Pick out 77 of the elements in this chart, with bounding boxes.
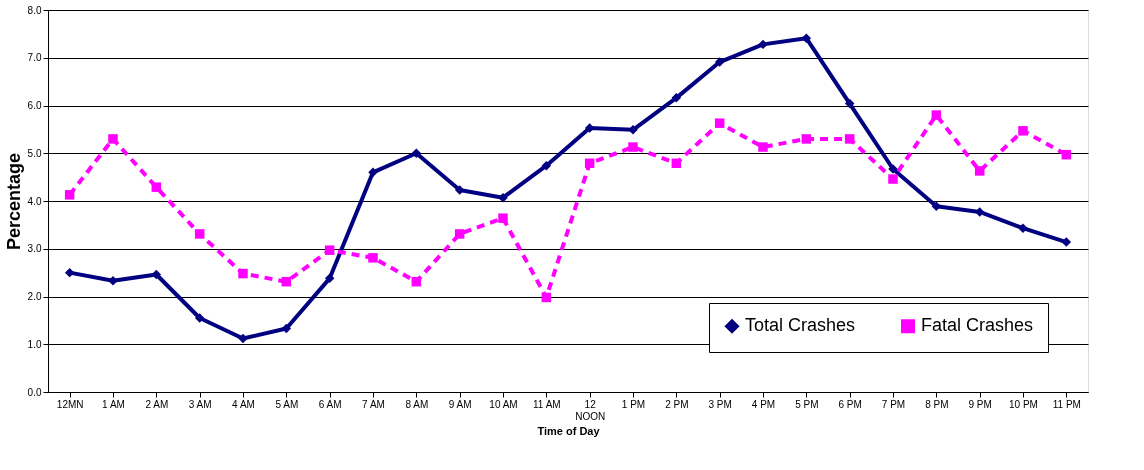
x-tick-label: 3 AM: [188, 398, 212, 410]
point: [368, 167, 378, 178]
y-tick-label: 5.0: [27, 147, 42, 159]
point: [844, 134, 855, 144]
point: [454, 185, 465, 195]
point: [671, 158, 682, 169]
point: [498, 213, 508, 223]
y-tick-label: 4.0: [27, 195, 42, 207]
x-tick-label: 2 PM: [665, 398, 689, 410]
x-tick-label: 7 AM: [362, 398, 385, 410]
point: [584, 158, 595, 169]
point: [238, 333, 248, 344]
point: [974, 166, 985, 176]
point: [281, 276, 292, 287]
x-tick-label: 6 PM: [838, 398, 862, 410]
y-tick-label: 6.0: [27, 100, 42, 111]
y-tick-label: 8.0: [27, 4, 42, 16]
y-tick-label: 1.0: [27, 338, 42, 350]
x-tick-label: 2 AM: [145, 398, 169, 410]
point: [714, 57, 725, 67]
point: [1018, 126, 1028, 136]
point: [194, 229, 205, 239]
point: [801, 134, 812, 144]
legend-label: Fatal Crashes: [921, 315, 1034, 336]
point: [411, 276, 422, 287]
point: [628, 142, 638, 152]
x-tick-label: 8 PM: [925, 398, 949, 410]
point: [541, 160, 552, 171]
point: [1061, 237, 1072, 247]
point: [64, 190, 75, 200]
point: [931, 110, 942, 120]
x-tick-label: 10 AM: [489, 398, 518, 410]
point: [281, 323, 292, 334]
point: [714, 118, 725, 128]
point: [108, 134, 118, 144]
point: [498, 192, 508, 203]
x-tick-label: 1 AM: [102, 398, 125, 410]
x-tick-label: 12 NOON: [575, 398, 606, 422]
point: [844, 98, 855, 109]
point: [671, 93, 682, 103]
point: [64, 267, 75, 278]
point: [108, 276, 118, 286]
point: [454, 229, 465, 239]
x-tick-label: 10 PM: [1009, 398, 1038, 410]
x-tick-label: 11 PM: [1052, 398, 1081, 410]
x-tick-label: 3 PM: [708, 398, 732, 410]
point: [758, 142, 768, 152]
x-tick-label: 11 AM: [533, 398, 561, 410]
point: [541, 292, 552, 303]
legend-label: Total Crashes: [745, 315, 856, 336]
x-tick-label: 6 AM: [318, 398, 342, 410]
y-tick-label: 3.0: [27, 243, 42, 255]
x-tick-label: 4 AM: [232, 398, 255, 410]
point: [238, 268, 248, 279]
x-tick-label: 8 AM: [405, 398, 429, 410]
x-tick-label: 4 PM: [751, 398, 776, 410]
point: [1061, 149, 1072, 160]
x-tick-label: 12MN: [56, 398, 84, 410]
x-tick-label: 1 PM: [621, 398, 646, 410]
x-tick-label: 5 PM: [795, 398, 819, 410]
x-tick-label: 5 AM: [275, 398, 299, 410]
point: [888, 174, 898, 184]
y-tick-label: 7.0: [27, 52, 42, 64]
y-axis-title: Percentage: [3, 152, 24, 251]
x-tick-label: 7 PM: [881, 398, 906, 410]
point: [368, 253, 378, 263]
x-tick-label: 9 AM: [448, 398, 472, 410]
x-axis-title: Time of Day: [537, 424, 601, 437]
point: [411, 148, 422, 158]
point: [194, 313, 205, 323]
point: [151, 182, 162, 192]
point: [324, 273, 335, 284]
x-tick-label: 9 PM: [968, 398, 992, 410]
point: [758, 39, 768, 50]
y-tick-label: 2.0: [27, 291, 42, 302]
y-tick-label: 0.0: [27, 386, 42, 398]
point: [324, 245, 335, 255]
